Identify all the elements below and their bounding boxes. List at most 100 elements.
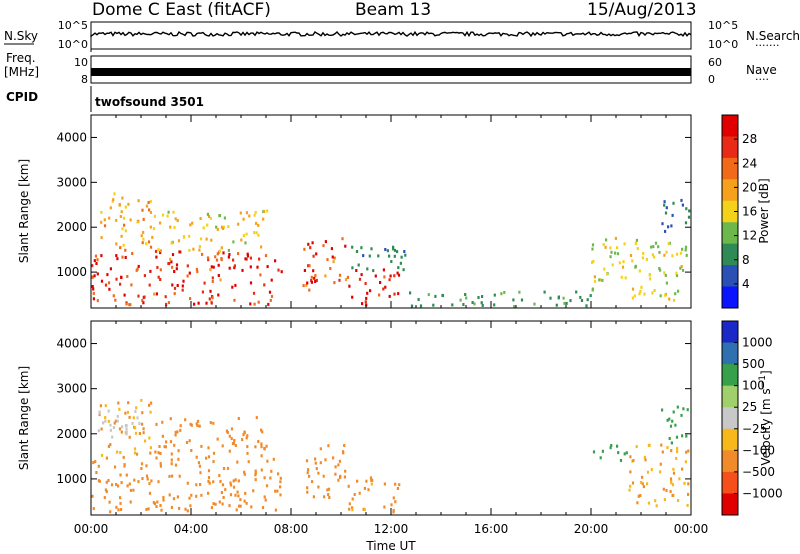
data-cell [220, 246, 223, 250]
data-cell [629, 254, 633, 257]
data-cell [159, 268, 162, 272]
data-cell [260, 245, 263, 249]
data-cell [91, 264, 94, 268]
data-cell [351, 497, 354, 501]
data-cell [216, 252, 219, 256]
data-cell [392, 508, 395, 512]
data-cell [231, 285, 234, 289]
data-cell [310, 279, 313, 282]
data-cell [390, 503, 393, 507]
data-cell [133, 447, 137, 451]
data-cell [203, 281, 206, 285]
data-cell [126, 275, 129, 278]
station-title: Dome C East (fitACF) [92, 0, 271, 20]
data-cell [159, 464, 162, 468]
data-cell [639, 480, 643, 484]
data-cell [234, 444, 237, 447]
data-cell [165, 302, 168, 306]
data-cell [198, 424, 201, 428]
data-cell [636, 247, 639, 251]
data-cell [417, 298, 420, 301]
data-cell [244, 257, 247, 261]
data-cell [215, 225, 218, 229]
data-cell [171, 240, 174, 244]
data-cell [196, 424, 199, 427]
data-cell [163, 445, 166, 449]
data-cell [232, 479, 235, 483]
data-cell [643, 455, 646, 459]
data-cell [126, 410, 130, 414]
data-cell [618, 261, 621, 265]
data-cell [208, 297, 211, 301]
colorbar-swatch [722, 493, 738, 516]
data-cell [675, 456, 678, 460]
data-cell [186, 264, 189, 268]
data-cell [230, 427, 234, 431]
data-cell [685, 207, 688, 211]
data-cell [360, 273, 363, 277]
data-cell [306, 281, 309, 285]
data-cell [353, 493, 356, 496]
data-cell [686, 503, 689, 507]
data-cell [172, 497, 176, 501]
data-cell [598, 278, 601, 282]
data-cell [662, 487, 665, 491]
data-cell [252, 489, 255, 493]
data-cell [663, 271, 666, 275]
data-cell [637, 494, 640, 498]
data-cell [131, 252, 134, 255]
data-cell [658, 250, 661, 254]
data-cell [102, 421, 105, 425]
data-cell [176, 495, 179, 499]
data-cell [237, 494, 240, 498]
data-cell [394, 482, 397, 486]
data-cell [150, 401, 153, 405]
data-cell [228, 266, 231, 270]
data-cell [234, 493, 237, 497]
data-cell [186, 481, 189, 485]
data-cell [210, 265, 213, 269]
data-cell [209, 216, 212, 220]
data-cell [148, 208, 151, 212]
data-cell [169, 225, 172, 229]
data-cell [310, 275, 313, 279]
data-cell [270, 278, 273, 282]
data-cell [168, 474, 171, 478]
data-cell [256, 265, 259, 269]
data-cell [195, 267, 198, 271]
data-cell [155, 255, 158, 259]
data-cell [244, 491, 247, 495]
data-cell [142, 431, 145, 435]
data-cell [207, 469, 211, 473]
data-cell [159, 462, 162, 466]
data-cell [211, 296, 214, 300]
data-cell [164, 295, 167, 299]
data-cell [348, 502, 351, 506]
data-cell [227, 225, 230, 228]
n-search-dots: ······· [755, 39, 779, 52]
velocity-data-cells [91, 398, 690, 514]
data-cell [314, 280, 317, 283]
data-cell [228, 504, 231, 508]
data-cell [106, 273, 109, 277]
data-cell [670, 449, 673, 453]
data-cell [154, 450, 157, 454]
colorbar-swatch [722, 157, 738, 180]
data-cell [113, 192, 116, 196]
data-cell [676, 450, 679, 454]
data-cell [306, 490, 309, 494]
data-cell [263, 476, 266, 480]
data-cell [117, 508, 120, 512]
data-cell [118, 407, 121, 411]
data-cell [100, 279, 104, 283]
data-cell [120, 210, 123, 214]
data-cell [631, 287, 635, 291]
data-cell [218, 500, 221, 504]
data-cell [233, 298, 236, 302]
data-cell [370, 482, 373, 486]
data-cell [274, 259, 277, 263]
data-cell [341, 237, 344, 241]
data-cell [624, 276, 627, 280]
data-cell [602, 243, 605, 247]
data-cell [218, 249, 222, 253]
